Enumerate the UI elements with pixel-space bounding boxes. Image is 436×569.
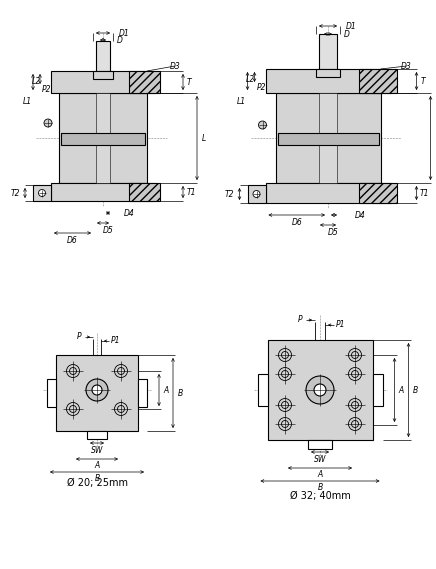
Bar xyxy=(129,183,160,201)
Text: T1: T1 xyxy=(420,188,429,197)
Text: L2: L2 xyxy=(246,75,255,84)
Bar xyxy=(138,379,147,407)
Text: A: A xyxy=(164,386,169,394)
Bar xyxy=(59,93,147,183)
Text: B: B xyxy=(94,473,99,483)
Text: T: T xyxy=(420,76,425,85)
Text: D5: D5 xyxy=(102,225,113,234)
Circle shape xyxy=(253,191,260,197)
Bar xyxy=(372,374,382,406)
Bar xyxy=(87,431,107,439)
Text: Ø 20; 25mm: Ø 20; 25mm xyxy=(67,478,127,488)
Bar xyxy=(316,69,340,77)
Text: SW: SW xyxy=(314,455,326,464)
Text: D4: D4 xyxy=(354,211,365,220)
Bar xyxy=(96,145,110,183)
Bar xyxy=(51,183,155,201)
Circle shape xyxy=(38,189,45,196)
Bar xyxy=(93,71,113,79)
Circle shape xyxy=(259,121,266,129)
Bar xyxy=(358,69,396,93)
Bar xyxy=(276,93,381,183)
Bar xyxy=(266,69,391,93)
Text: B: B xyxy=(177,389,183,398)
Text: T2: T2 xyxy=(10,188,20,197)
Text: L1: L1 xyxy=(237,97,246,105)
Text: P: P xyxy=(298,315,302,324)
Circle shape xyxy=(306,376,334,404)
Bar xyxy=(51,71,155,93)
Text: SW: SW xyxy=(91,446,103,455)
Text: B: B xyxy=(413,386,418,394)
Text: P2: P2 xyxy=(42,85,52,93)
Bar xyxy=(319,93,337,133)
Bar xyxy=(268,340,372,440)
Text: D: D xyxy=(344,30,350,39)
Text: D1: D1 xyxy=(346,22,356,31)
Bar xyxy=(319,34,337,69)
Text: P1: P1 xyxy=(111,336,121,344)
Bar xyxy=(47,379,56,407)
Text: D3: D3 xyxy=(401,61,412,71)
Bar xyxy=(96,41,110,71)
Text: D6: D6 xyxy=(291,217,302,226)
Bar xyxy=(96,93,110,133)
Text: D1: D1 xyxy=(119,28,129,38)
Text: L: L xyxy=(202,134,206,142)
Bar xyxy=(56,355,138,431)
Circle shape xyxy=(44,119,52,127)
Text: Ø 32; 40mm: Ø 32; 40mm xyxy=(290,491,351,501)
Text: T2: T2 xyxy=(225,189,234,199)
Text: T1: T1 xyxy=(186,188,196,196)
Circle shape xyxy=(92,385,102,395)
Bar xyxy=(308,440,332,449)
Bar xyxy=(129,71,160,93)
Text: A: A xyxy=(399,386,404,394)
Bar xyxy=(248,185,266,203)
Text: L2: L2 xyxy=(31,76,41,85)
Text: A: A xyxy=(94,460,99,469)
Circle shape xyxy=(314,384,326,396)
Bar xyxy=(277,133,378,145)
Text: D6: D6 xyxy=(67,236,78,245)
Text: P: P xyxy=(77,332,81,340)
Bar xyxy=(258,374,268,406)
Text: P2: P2 xyxy=(257,83,266,92)
Bar xyxy=(61,133,145,145)
Text: A: A xyxy=(317,469,323,479)
Text: D: D xyxy=(117,35,123,44)
Bar xyxy=(319,145,337,183)
Bar xyxy=(266,183,391,203)
Text: D4: D4 xyxy=(124,208,134,217)
Text: B: B xyxy=(317,483,323,492)
Text: P1: P1 xyxy=(336,320,346,328)
Text: T: T xyxy=(187,77,191,86)
Text: D3: D3 xyxy=(170,61,181,71)
Circle shape xyxy=(86,379,108,401)
Text: D5: D5 xyxy=(327,228,338,237)
Bar xyxy=(33,185,51,201)
Bar xyxy=(358,183,396,203)
Text: L1: L1 xyxy=(22,97,31,105)
